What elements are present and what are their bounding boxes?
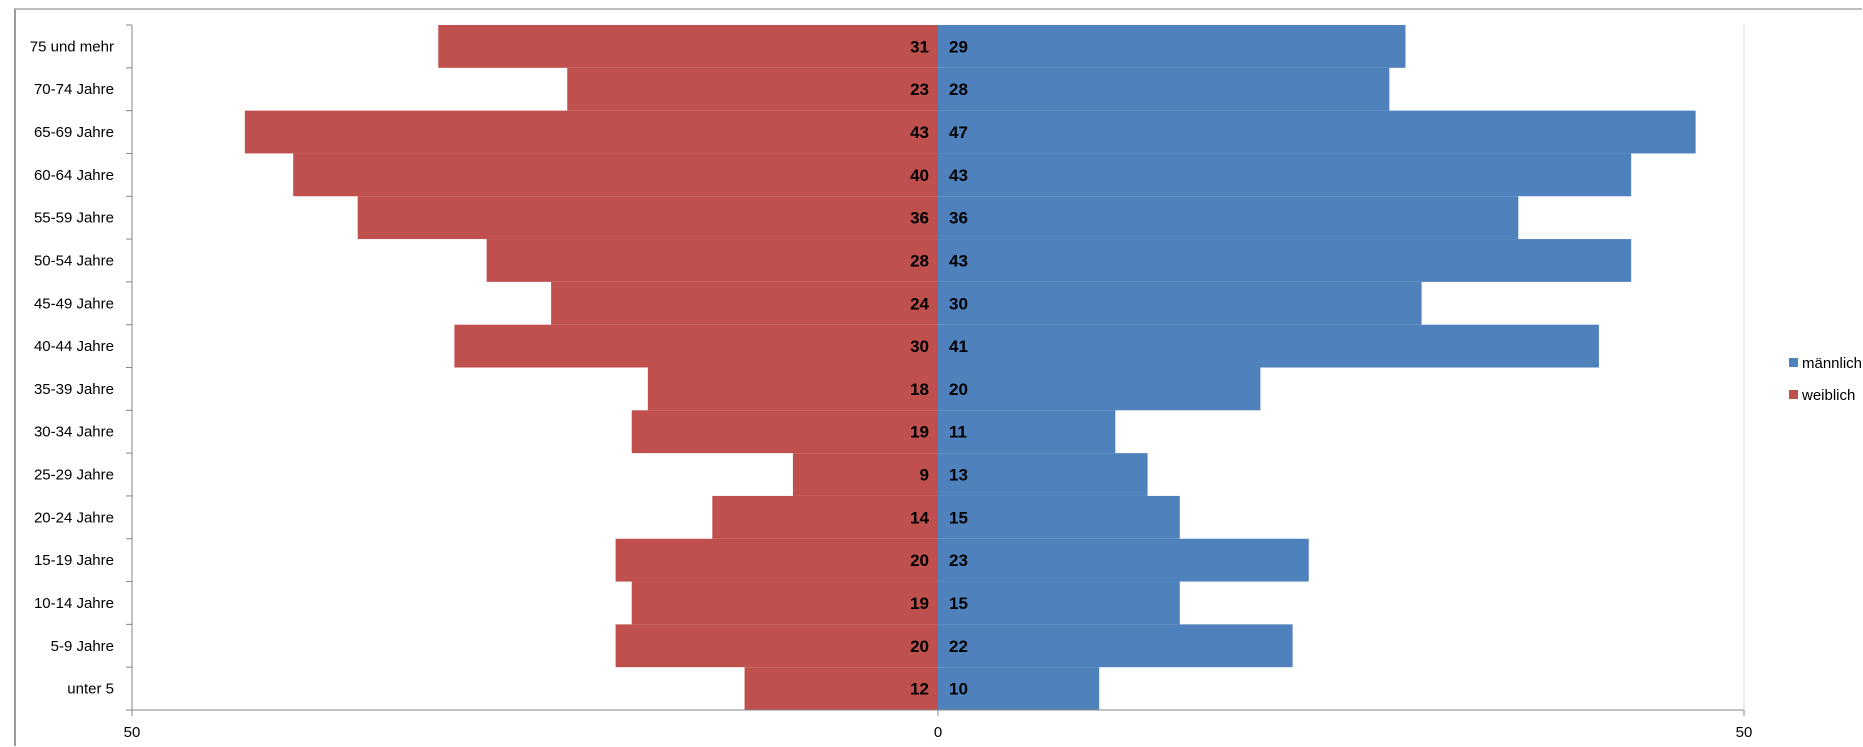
bar-weiblich [567,67,938,111]
data-label-weiblich: 18 [910,380,929,399]
data-label-maennlich: 30 [949,294,968,313]
bar-maennlich [938,538,1309,582]
bar-maennlich [938,495,1180,539]
legend: männlich weiblich [1789,355,1862,404]
bar-maennlich [938,110,1696,154]
chart-frame [14,8,1862,746]
bar-weiblich [615,538,938,582]
data-label-maennlich: 41 [949,337,968,356]
category-label: 30-34 Jahre [34,424,114,441]
data-label-weiblich: 20 [910,637,929,656]
bar-maennlich [938,153,1632,197]
bar-weiblich [486,239,938,282]
data-label-weiblich: 14 [910,508,929,527]
legend-swatch [1789,390,1798,399]
data-label-weiblich: 31 [910,37,929,56]
bar-weiblich [551,281,938,325]
axes-layer [126,24,1745,716]
bar-weiblich [454,324,938,368]
legend-swatch [1789,358,1798,367]
data-label-maennlich: 13 [949,466,968,485]
bar-weiblich [244,110,939,154]
data-label-weiblich: 36 [910,209,929,228]
category-label: 5-9 Jahre [51,638,114,655]
data-label-maennlich: 15 [949,594,968,613]
data-label-maennlich: 43 [949,251,968,270]
bar-weiblich [631,581,938,625]
data-label-maennlich: 11 [949,423,967,442]
category-label: 50-54 Jahre [34,252,114,269]
bar-maennlich [938,667,1100,710]
data-label-maennlich: 15 [949,508,968,527]
data-label-maennlich: 23 [949,551,968,570]
category-label: 40-44 Jahre [34,338,114,355]
category-label: 25-29 Jahre [34,467,114,484]
x-tick-label: 50 [1736,724,1753,741]
category-label: 35-39 Jahre [34,381,114,398]
data-label-weiblich: 30 [910,337,929,356]
category-label: 45-49 Jahre [34,295,114,312]
bar-weiblich [712,495,938,539]
bar-maennlich [938,281,1422,325]
category-label: 10-14 Jahre [34,595,114,612]
data-label-maennlich: 20 [949,380,968,399]
data-label-weiblich: 19 [910,423,929,442]
bar-maennlich [938,581,1180,625]
category-label: 70-74 Jahre [34,81,114,98]
category-label: 75 und mehr [30,38,114,55]
data-label-weiblich: 9 [920,466,929,485]
bar-weiblich [293,153,938,197]
labels-layer: unter 5 12 10 5-9 Jahre 20 22 10-14 Jahre 19 15 1… [30,37,1753,741]
data-label-weiblich: 23 [910,80,929,99]
category-label: 55-59 Jahre [34,210,114,227]
bar-maennlich [938,25,1406,68]
category-label: 65-69 Jahre [34,124,114,141]
bar-maennlich [938,367,1261,411]
data-label-weiblich: 24 [910,294,929,313]
category-label: 60-64 Jahre [34,167,114,184]
data-label-maennlich: 29 [949,37,968,56]
bar-maennlich [938,453,1148,496]
category-label: unter 5 [67,681,114,698]
data-label-maennlich: 28 [949,80,968,99]
category-label: 15-19 Jahre [34,552,114,569]
legend-label: männlich [1802,355,1862,372]
data-label-weiblich: 20 [910,551,929,570]
data-label-weiblich: 43 [910,123,929,142]
category-label: 20-24 Jahre [34,509,114,526]
bar-maennlich [938,410,1116,454]
bar-weiblich [631,410,938,454]
bar-maennlich [938,196,1519,240]
data-label-maennlich: 36 [949,209,968,228]
data-label-maennlich: 10 [949,680,968,699]
bar-weiblich [615,624,938,668]
bar-weiblich [647,367,938,411]
data-label-weiblich: 40 [910,166,929,185]
data-label-weiblich: 12 [910,680,929,699]
bars-layer [244,25,1696,710]
bar-maennlich [938,324,1599,368]
data-label-maennlich: 22 [949,637,968,656]
bar-weiblich [357,196,938,240]
x-tick-label: 50 [124,724,141,741]
data-label-maennlich: 47 [949,123,968,142]
data-label-weiblich: 19 [910,594,929,613]
bar-maennlich [938,239,1632,282]
x-tick-label: 0 [934,724,942,741]
data-label-maennlich: 43 [949,166,968,185]
bar-maennlich [938,624,1293,668]
bar-weiblich [438,25,938,68]
bar-weiblich [792,453,938,496]
bar-maennlich [938,67,1390,111]
data-label-weiblich: 28 [910,251,929,270]
bar-weiblich [744,667,938,710]
legend-label: weiblich [1801,387,1855,404]
